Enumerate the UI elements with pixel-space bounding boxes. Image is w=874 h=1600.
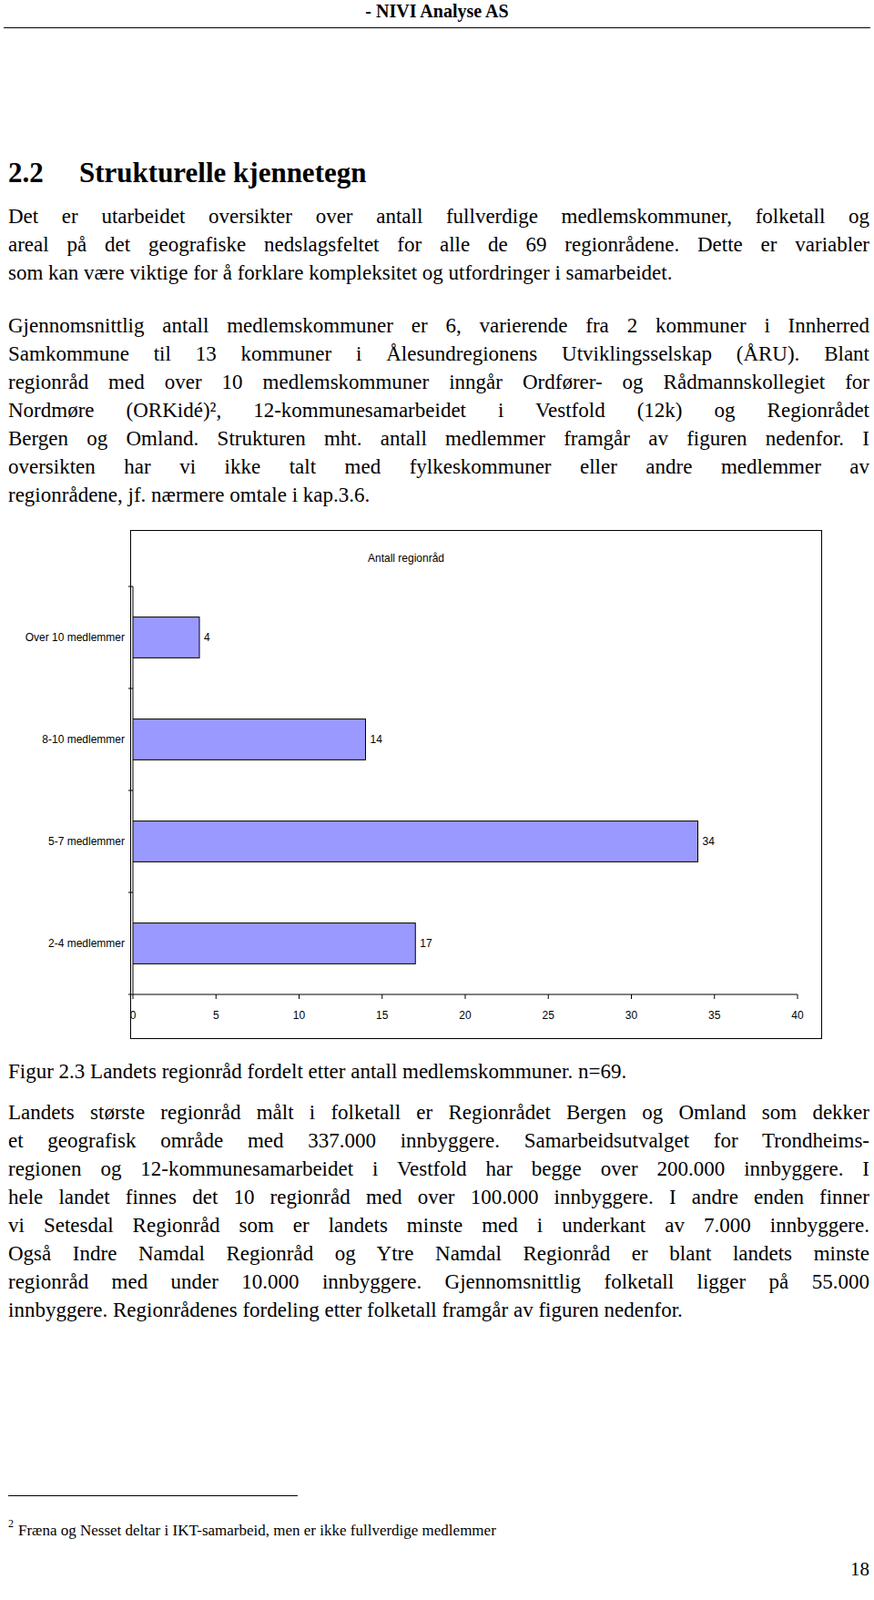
x-tick-label: 0 — [130, 1008, 137, 1022]
bar — [132, 617, 200, 659]
footnote-rule — [8, 1494, 298, 1496]
section-title: Strukturelle kjennetegn — [79, 156, 366, 190]
x-tick — [298, 994, 300, 999]
paragraph-line: Gjennomsnittlig antall medlemskommuner e… — [8, 311, 870, 340]
footnote-text: Fræna og Nesset deltar i IKT-samarbeid, … — [18, 1520, 497, 1540]
category-tick — [128, 892, 133, 894]
chart-title: Antall regionråd — [367, 551, 445, 565]
x-tick-label: 35 — [708, 1008, 722, 1022]
paragraph-line: regionrådene, jf. nærmere omtale i kap.3… — [8, 480, 870, 509]
paragraph-line: vi Setesdal Regionråd som er landets min… — [8, 1210, 870, 1240]
bar — [132, 821, 699, 863]
x-tick — [215, 994, 217, 999]
x-tick — [713, 994, 715, 999]
x-tick — [630, 994, 632, 999]
x-tick-label: 10 — [293, 1008, 306, 1022]
header-rule — [3, 27, 871, 29]
category-tick — [128, 688, 133, 690]
bars — [132, 617, 699, 965]
data-label: 4 — [203, 630, 211, 644]
paragraph-line: regionråd med over 10 medlemskommuner in… — [8, 367, 870, 397]
chart-frame — [131, 530, 823, 1039]
paragraph-line: et geografisk område med 337.000 innbygg… — [8, 1126, 870, 1155]
chart: Antall regionråd 0 5 10 15 20 25 30 35 40 Over 10 … — [0, 0, 874, 1600]
x-tick-label: 5 — [213, 1008, 220, 1022]
paragraph-line: areal på det geografiske nedslagsfeltet … — [8, 230, 870, 259]
category-label: Over 10 medlemmer — [25, 630, 125, 644]
paragraph-line: Samkommune til 13 kommuner i Ålesundregi… — [8, 339, 870, 368]
x-tick-label: 15 — [376, 1008, 389, 1022]
data-label: 14 — [370, 732, 384, 746]
figure-caption: Figur 2.3 Landets regionråd fordelt ette… — [8, 1056, 627, 1086]
category-label: 5-7 medlemmer — [48, 834, 125, 848]
bar — [132, 923, 416, 965]
paragraph-line: Nordmøre (ORKidé)², 12-kommunesamarbeide… — [8, 396, 870, 425]
category-tick — [128, 994, 133, 996]
paragraph-line: Landets største regionråd målt i folketa… — [8, 1097, 870, 1127]
paragraph-line: innbyggere. Regionrådenes fordeling ette… — [8, 1295, 870, 1324]
page-header: - NIVI Analyse AS — [0, 0, 874, 22]
paragraph-line: regionråd med under 10.000 innbyggere. G… — [8, 1267, 870, 1296]
category-axis — [132, 586, 134, 995]
x-tick-label: 25 — [542, 1008, 556, 1022]
paragraph-line: regionen og 12-kommunesamarbeidet i Vest… — [8, 1154, 870, 1183]
x-tick-label: 20 — [458, 1008, 472, 1022]
x-tick-label: 40 — [791, 1008, 804, 1022]
x-tick-label: 30 — [625, 1008, 639, 1022]
x-tick — [465, 994, 467, 999]
bar — [132, 719, 366, 761]
page-number: 18 — [850, 1557, 870, 1581]
footnote-marker: 2 — [8, 1516, 14, 1530]
value-axis — [132, 994, 798, 996]
category-label: 8-10 medlemmer — [41, 732, 125, 746]
x-tick — [797, 994, 799, 999]
paragraph-line: Også Indre Namdal Regionråd og Ytre Namd… — [8, 1239, 870, 1268]
paragraph-line: oversikten har vi ikke talt med fylkesko… — [8, 452, 870, 481]
paragraph-line: hele landet finnes det 10 regionråd med … — [8, 1182, 870, 1211]
x-tick — [132, 994, 134, 999]
paragraph-line: som kan være viktige for å forklare komp… — [8, 258, 870, 287]
category-tick — [128, 790, 133, 792]
section-number: 2.2 — [8, 156, 44, 190]
paragraph-line: Bergen og Omland. Strukturen mht. antall… — [8, 424, 870, 453]
data-label: 34 — [702, 834, 716, 848]
category-tick — [128, 586, 133, 588]
category-label: 2-4 medlemmer — [48, 936, 125, 950]
paragraph-line: Det er utarbeidet oversikter over antall… — [8, 202, 870, 231]
data-label: 17 — [419, 936, 433, 950]
x-tick — [548, 994, 549, 999]
x-tick — [381, 994, 383, 999]
